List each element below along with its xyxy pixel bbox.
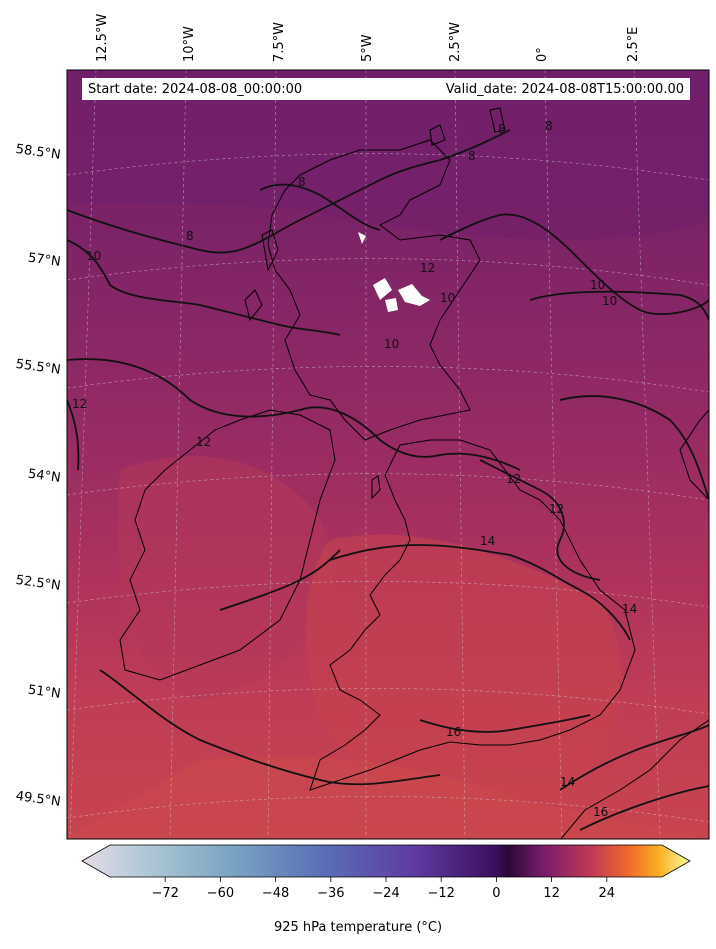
contour-label-16b: 16 bbox=[593, 805, 608, 819]
start-date: Start date: 2024-08-08_00:00:00 bbox=[88, 81, 303, 97]
valid-date: Valid_date: 2024-08-08T15:00:00.00 bbox=[445, 81, 684, 97]
contour-label-8b: 8 bbox=[186, 229, 194, 243]
lon-label-12-5w: 12.5°W bbox=[95, 14, 110, 62]
coastlines bbox=[119, 107, 709, 839]
colorbar-tick-label: −72 bbox=[151, 886, 178, 901]
lat-label-57n: 57°N bbox=[27, 251, 62, 270]
contour-label-10a: 10 bbox=[86, 249, 101, 263]
colorbar-tick-label: 0 bbox=[492, 886, 500, 901]
lon-label-7-5w: 7.5°W bbox=[272, 22, 287, 62]
colorbar-tick-label: −60 bbox=[207, 886, 234, 901]
colorbar-tick-label: 12 bbox=[543, 886, 560, 901]
lat-label-55-5n: 55.5°N bbox=[15, 357, 62, 378]
contour-label-10b: 10 bbox=[440, 291, 455, 305]
contour-label-14a: 14 bbox=[480, 534, 495, 548]
contour-label-8a: 8 bbox=[298, 175, 306, 189]
contour-label-12e: 12 bbox=[549, 502, 564, 516]
lat-label-58-5n: 58.5°N bbox=[15, 142, 62, 163]
colorbar-tick-label: −12 bbox=[427, 886, 454, 901]
date-header: Start date: 2024-08-08_00:00:00 Valid_da… bbox=[82, 78, 690, 100]
contour-label-8d: 8 bbox=[498, 122, 506, 136]
colorbar-tick-label: −36 bbox=[317, 886, 344, 901]
latitude-labels: 58.5°N 57°N 55.5°N 54°N 52.5°N 51°N 49.5… bbox=[15, 142, 62, 810]
lat-label-54n: 54°N bbox=[27, 467, 62, 486]
temperature-contours bbox=[67, 129, 709, 831]
contour-label-12b: 12 bbox=[196, 435, 211, 449]
contour-label-14c: 14 bbox=[560, 775, 575, 789]
lon-label-10w: 10°W bbox=[182, 26, 197, 62]
lon-label-2-5w: 2.5°W bbox=[448, 22, 463, 62]
contour-label-10c: 10 bbox=[384, 337, 399, 351]
colorbar-tick-label: 24 bbox=[599, 886, 616, 901]
lat-label-52-5n: 52.5°N bbox=[15, 573, 62, 594]
lat-label-51n: 51°N bbox=[27, 683, 62, 702]
colorbar-ticks: −72 −60 −48 −36 −24 −12 0 12 24 bbox=[151, 877, 615, 901]
colorbar-tick-label: −24 bbox=[372, 886, 399, 901]
contour-label-8e: 8 bbox=[545, 119, 553, 133]
contour-label-12c: 12 bbox=[420, 261, 435, 275]
temperature-field bbox=[67, 70, 709, 839]
contour-label-10d: 10 bbox=[590, 278, 605, 292]
contour-label-14b: 14 bbox=[622, 602, 637, 616]
colorbar-bar bbox=[81, 844, 691, 878]
lon-label-5w: 5°W bbox=[360, 34, 375, 62]
contour-labels: 8 8 8 8 8 10 10 10 10 10 12 12 12 12 12 … bbox=[72, 119, 637, 819]
lon-label-2-5e: 2.5°E bbox=[626, 27, 641, 62]
colorbar-tick-label: −48 bbox=[262, 886, 289, 901]
lon-label-0: 0° bbox=[535, 47, 550, 62]
graticule bbox=[67, 70, 709, 839]
contour-label-12a: 12 bbox=[72, 397, 87, 411]
contour-label-16a: 16 bbox=[446, 725, 461, 739]
longitude-labels: 12.5°W 10°W 7.5°W 5°W 2.5°W 0° 2.5°E bbox=[95, 14, 641, 62]
lat-label-49-5n: 49.5°N bbox=[15, 789, 62, 810]
contour-label-8c: 8 bbox=[468, 149, 476, 163]
contour-label-10e: 10 bbox=[602, 294, 617, 308]
map-frame bbox=[66, 69, 710, 840]
contour-label-12d: 12 bbox=[506, 472, 521, 486]
colorbar-label: 925 hPa temperature (°C) bbox=[273, 920, 443, 935]
colorbar: −72 −60 −48 −36 −24 −12 0 12 24 bbox=[81, 844, 691, 901]
